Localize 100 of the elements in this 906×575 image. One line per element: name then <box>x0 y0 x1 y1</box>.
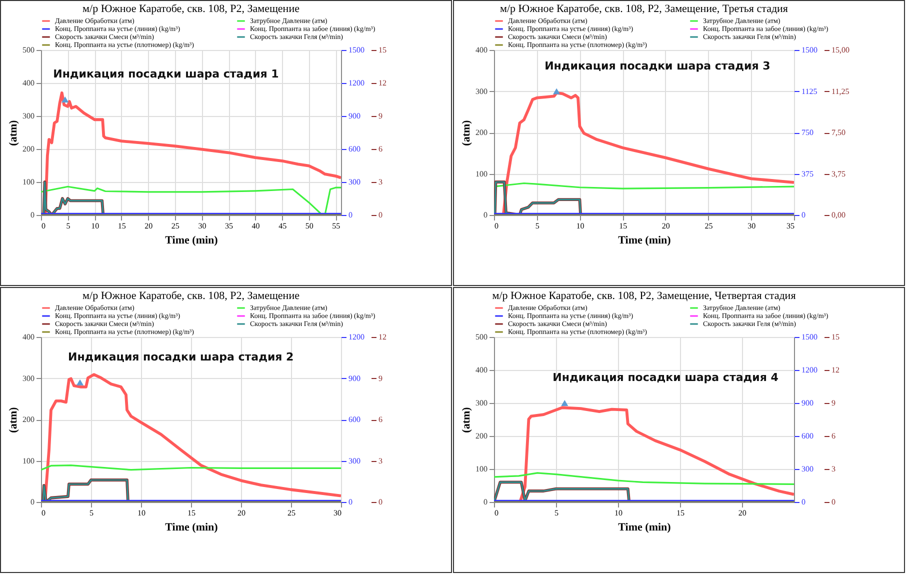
y-tick-label: 100 <box>22 456 34 466</box>
y2-tick-label: 7,50 <box>832 128 846 137</box>
y-axis-title: (atm) <box>8 406 20 433</box>
y-tick-label: 300 <box>22 112 34 120</box>
y-axis-title: (atm) <box>8 120 20 146</box>
y3-tick-label: 0 <box>348 498 352 506</box>
x-tick-label: 35 <box>225 222 233 230</box>
y3-tick-label: 1500 <box>802 46 818 54</box>
y-tick-label: 200 <box>476 128 488 137</box>
chart-title: м/р Южное Каратобе, скв. 108, Р2, Замещение <box>82 3 300 15</box>
y-tick-label: 0 <box>30 210 34 220</box>
y3-tick-label: 1500 <box>348 46 364 54</box>
y3-tick-label: 900 <box>348 374 360 383</box>
x-tick-label: 0 <box>42 222 46 230</box>
y3-tick-label: 750 <box>802 128 814 137</box>
y2-tick-label: 6 <box>378 415 382 424</box>
y3-tick-label: 1200 <box>348 332 364 342</box>
y3-tick-label: 1125 <box>802 86 818 96</box>
y2-tick-label: 9 <box>832 398 836 408</box>
annotation: Индикация посадки шара стадия 1 <box>53 68 279 80</box>
y2-tick-label: 6 <box>832 432 836 440</box>
y-tick-label: 400 <box>22 78 34 88</box>
y3-tick-label: 1200 <box>802 366 818 374</box>
x-tick-label: 0 <box>494 508 498 518</box>
x-tick-label: 10 <box>91 222 100 230</box>
annotation: Индикация посадки шара стадия 4 <box>552 371 779 384</box>
y2-tick-label: 9 <box>378 374 382 383</box>
x-tick-label: 20 <box>662 222 670 230</box>
x-axis-title: Time (min) <box>165 522 218 534</box>
x-tick-label: 0 <box>42 508 46 518</box>
x-tick-label: 0 <box>494 222 498 230</box>
x-tick-label: 5 <box>90 508 94 518</box>
chart-title: м/р Южное Каратобе, скв. 108, Р2, Замещение, Четвертая стадия <box>492 290 796 302</box>
y3-tick-label: 300 <box>348 456 360 466</box>
y2-tick-label: 6 <box>378 144 382 154</box>
x-axis-title: Time (min) <box>618 522 672 534</box>
x-tick-label: 5 <box>535 222 540 230</box>
x-tick-label: 35 <box>786 222 794 230</box>
y-tick-label: 400 <box>22 332 34 342</box>
x-tick-label: 30 <box>334 508 342 518</box>
y2-tick-label: 11,25 <box>832 86 850 96</box>
y-tick-label: 0 <box>484 498 488 506</box>
y2-tick-label: 0,00 <box>832 210 846 220</box>
y2-tick-label: 12 <box>378 332 386 342</box>
y2-tick-label: 3,75 <box>832 169 846 178</box>
y-tick-label: 200 <box>22 415 34 424</box>
y3-tick-label: 300 <box>348 178 360 186</box>
y-axis-title: (atm) <box>460 120 472 146</box>
y2-tick-label: 12 <box>378 78 386 88</box>
x-tick-label: 10 <box>576 222 584 230</box>
y3-tick-label: 375 <box>802 169 814 178</box>
y2-tick-label: 0 <box>378 210 382 220</box>
y-tick-label: 100 <box>476 169 488 178</box>
y3-tick-label: 0 <box>802 498 806 506</box>
y-tick-label: 400 <box>476 46 488 54</box>
annotation: Индикация посадки шара стадия 2 <box>68 350 294 364</box>
y2-tick-label: 3 <box>378 456 382 466</box>
y-tick-label: 400 <box>476 366 488 374</box>
x-tick-label: 10 <box>138 508 146 518</box>
chart-title: м/р Южное Каратобе, скв. 108, Р2, Замещение, Третья стадия <box>500 3 788 15</box>
y2-tick-label: 15 <box>832 332 840 342</box>
y-tick-label: 300 <box>476 398 488 408</box>
y-tick-label: 500 <box>22 46 34 54</box>
x-tick-label: 20 <box>144 222 153 230</box>
y-tick-label: 100 <box>476 464 488 474</box>
x-tick-label: 25 <box>288 508 296 518</box>
y2-tick-label: 0 <box>832 498 836 506</box>
x-tick-label: 45 <box>278 222 287 230</box>
y3-tick-label: 600 <box>348 415 360 424</box>
y-tick-label: 300 <box>476 86 488 96</box>
y-axis-title: (atm) <box>460 406 472 433</box>
x-tick-label: 25 <box>171 222 180 230</box>
y2-tick-label: 3 <box>832 464 836 474</box>
y-tick-label: 200 <box>476 432 488 440</box>
y-tick-label: 500 <box>476 332 488 342</box>
x-tick-label: 25 <box>704 222 713 230</box>
y2-tick-label: 15,00 <box>832 46 850 54</box>
y3-tick-label: 1500 <box>802 332 818 342</box>
y2-tick-label: 12 <box>832 366 840 374</box>
x-tick-label: 15 <box>188 508 196 518</box>
y3-tick-label: 0 <box>348 210 352 220</box>
x-tick-label: 5 <box>66 222 70 230</box>
y3-tick-label: 900 <box>348 112 360 120</box>
x-tick-label: 15 <box>118 222 126 230</box>
x-tick-label: 40 <box>252 222 260 230</box>
y3-tick-label: 900 <box>802 398 814 408</box>
x-tick-label: 5 <box>554 508 558 518</box>
y2-tick-label: 9 <box>378 112 382 120</box>
y3-tick-label: 1200 <box>348 78 364 88</box>
x-tick-label: 15 <box>676 508 684 518</box>
y-tick-label: 100 <box>22 178 34 186</box>
y3-tick-label: 600 <box>802 432 814 440</box>
x-tick-label: 30 <box>198 222 206 230</box>
annotation: Индикация посадки шара стадия 3 <box>544 59 770 72</box>
y3-tick-label: 600 <box>348 144 360 154</box>
y-tick-label: 0 <box>484 210 488 220</box>
y3-tick-label: 300 <box>802 464 814 474</box>
x-tick-label: 20 <box>238 508 246 518</box>
x-axis-title: Time (min) <box>618 234 672 246</box>
x-tick-label: 15 <box>619 222 628 230</box>
